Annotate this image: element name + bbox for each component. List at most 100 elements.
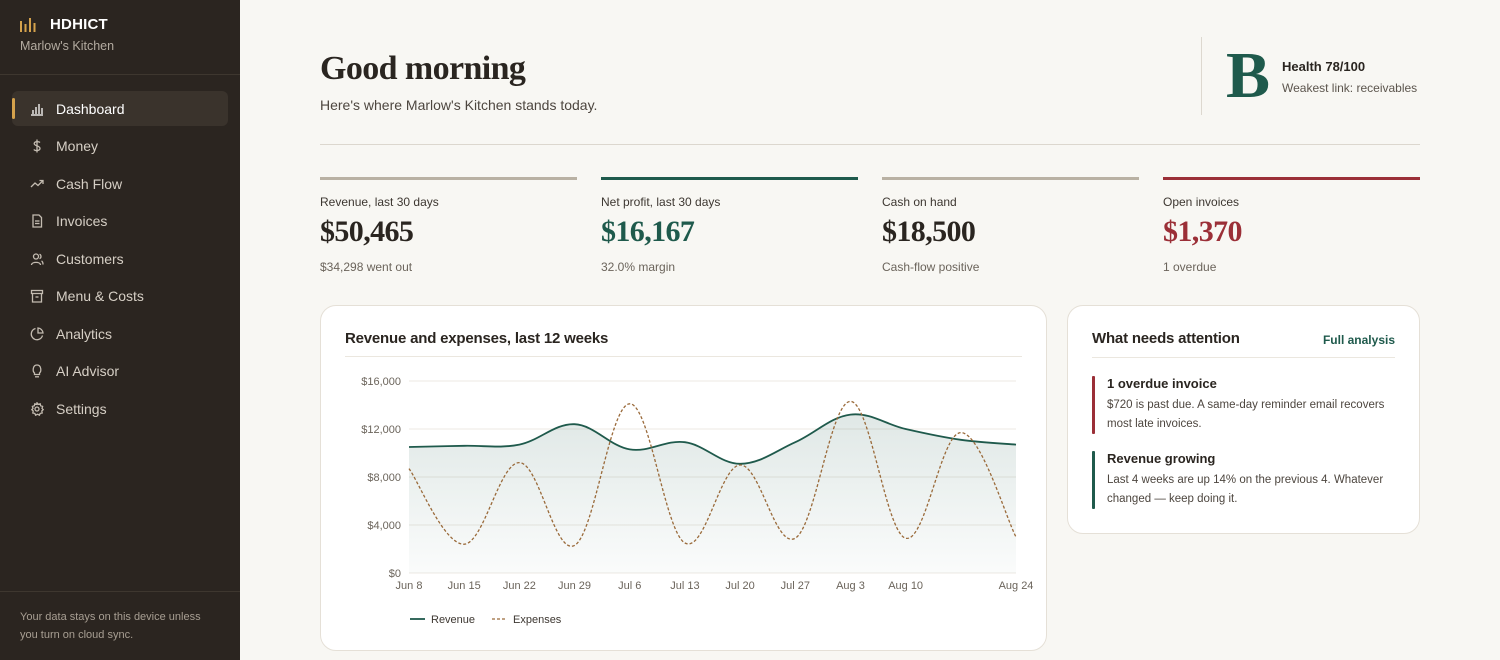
kpi-value: $1,370 bbox=[1163, 215, 1243, 248]
sidebar-item-dashboard[interactable]: Dashboard bbox=[12, 91, 228, 126]
revenue-expenses-card: Revenue and expenses, last 12 weeks $0 $4… bbox=[320, 305, 1047, 651]
y-tick-label: $8,000 bbox=[367, 472, 401, 484]
x-tick-label: Aug 10 bbox=[888, 580, 923, 592]
x-tick-label: Aug 3 bbox=[836, 580, 865, 592]
kpi-accent-bar bbox=[601, 177, 858, 180]
y-tick-label: $4,000 bbox=[367, 520, 401, 532]
kpi-label: Open invoices bbox=[1163, 195, 1240, 209]
kpi-subtext: 1 overdue bbox=[1163, 260, 1217, 274]
sidebar-item-label: Invoices bbox=[56, 213, 108, 229]
kpi-net-profit: Net profit, last 30 days $16,167 32.0% m… bbox=[601, 177, 858, 274]
page-title: Good morning bbox=[320, 50, 526, 87]
business-name: Marlow's Kitchen bbox=[20, 39, 115, 53]
attention-accent-bar bbox=[1092, 376, 1095, 434]
document-icon bbox=[30, 214, 44, 228]
gear-icon bbox=[30, 401, 44, 416]
attention-item-body: Last 4 weeks are up 14% on the previous … bbox=[1107, 474, 1384, 505]
trend-icon bbox=[30, 177, 44, 191]
sidebar-item-settings[interactable]: Settings bbox=[12, 391, 228, 426]
revenue-line bbox=[408, 413, 1017, 465]
chart-title: Revenue and expenses, last 12 weeks bbox=[345, 330, 609, 347]
sidebar-divider bbox=[0, 74, 240, 75]
sidebar-footer-divider bbox=[0, 591, 240, 592]
header-divider bbox=[320, 144, 1420, 145]
attention-item-body: $720 is past due. A same-day reminder em… bbox=[1107, 399, 1385, 430]
card-divider bbox=[345, 356, 1022, 357]
sidebar-item-label: Money bbox=[56, 138, 99, 154]
kpi-value: $18,500 bbox=[882, 215, 976, 248]
sidebar-item-ai-advisor[interactable]: AI Advisor bbox=[12, 354, 228, 389]
attention-card: What needs attention Full analysis 1 ove… bbox=[1067, 305, 1420, 534]
store-icon bbox=[30, 289, 44, 303]
lightbulb-icon bbox=[30, 364, 44, 378]
kpi-revenue: Revenue, last 30 days $50,465 $34,298 we… bbox=[320, 177, 577, 274]
kpi-value: $16,167 bbox=[601, 215, 695, 248]
x-tick-label: Jul 6 bbox=[618, 580, 641, 592]
full-analysis-link[interactable]: Full analysis bbox=[1322, 333, 1395, 347]
sidebar-item-label: AI Advisor bbox=[56, 363, 120, 379]
legend-revenue-label: Revenue bbox=[431, 614, 475, 626]
y-tick-label: $16,000 bbox=[361, 376, 401, 388]
x-tick-label: Jun 15 bbox=[448, 580, 481, 592]
revenue-area bbox=[409, 414, 1016, 573]
kpi-accent-bar bbox=[320, 177, 577, 180]
brand: HDHICT Marlow's Kitchen bbox=[20, 16, 114, 53]
kpi-subtext: 32.0% margin bbox=[601, 260, 676, 274]
sidebar-item-cash-flow[interactable]: Cash Flow bbox=[12, 166, 228, 201]
sidebar-nav: Dashboard Money Cash Flow Invoices Custo… bbox=[12, 91, 228, 429]
revenue-expenses-chart: $0 $4,000 $8,000 $12,000 $16,000 Jun 8 Jun 15 J… bbox=[361, 376, 1034, 626]
attention-item-title: Revenue growing bbox=[1107, 451, 1216, 466]
bar-chart-icon bbox=[30, 102, 44, 116]
kpi-value: $50,465 bbox=[320, 215, 414, 248]
kpi-accent-bar bbox=[1163, 177, 1420, 180]
brand-name: HDHICT bbox=[50, 16, 108, 33]
privacy-note: Your data stays on this device unless yo… bbox=[20, 611, 201, 641]
card-divider bbox=[1092, 357, 1395, 358]
sidebar-item-customers[interactable]: Customers bbox=[12, 241, 228, 276]
health-weakest-link: Weakest link: receivables bbox=[1282, 81, 1418, 95]
attention-title: What needs attention bbox=[1092, 330, 1240, 347]
sidebar: HDHICT Marlow's Kitchen Dashboard Money … bbox=[0, 0, 240, 660]
users-icon bbox=[30, 252, 44, 266]
logo-bars-icon bbox=[20, 17, 36, 32]
kpi-label: Cash on hand bbox=[882, 195, 957, 209]
health-divider bbox=[1201, 37, 1202, 115]
kpi-accent-bar bbox=[882, 177, 1139, 180]
page-subtitle: Here's where Marlow's Kitchen stands tod… bbox=[320, 97, 598, 113]
x-tick-label: Aug 24 bbox=[999, 580, 1034, 592]
sidebar-item-label: Cash Flow bbox=[56, 175, 123, 192]
x-tick-label: Jul 27 bbox=[781, 580, 810, 592]
health-grade: B bbox=[1226, 39, 1271, 112]
attention-item-overdue[interactable]: 1 overdue invoice $720 is past due. A sa… bbox=[1092, 376, 1397, 434]
sidebar-item-menu-costs[interactable]: Menu & Costs bbox=[12, 279, 228, 314]
sidebar-item-invoices[interactable]: Invoices bbox=[12, 204, 228, 239]
kpi-subtext: $34,298 went out bbox=[320, 260, 413, 274]
sidebar-item-label: Analytics bbox=[56, 325, 113, 342]
sidebar-item-label: Customers bbox=[56, 250, 124, 267]
kpi-label: Net profit, last 30 days bbox=[601, 195, 721, 209]
x-tick-label: Jun 22 bbox=[503, 580, 536, 592]
legend-expenses-label: Expenses bbox=[513, 614, 562, 626]
attention-accent-bar bbox=[1092, 451, 1095, 509]
y-tick-label: $12,000 bbox=[361, 424, 401, 436]
attention-item-title: 1 overdue invoice bbox=[1107, 376, 1217, 391]
kpi-subtext: Cash-flow positive bbox=[882, 260, 980, 274]
x-tick-label: Jun 29 bbox=[558, 580, 591, 592]
x-tick-label: Jul 20 bbox=[725, 580, 754, 592]
sidebar-item-money[interactable]: Money bbox=[12, 129, 228, 164]
kpi-open-invoices: Open invoices $1,370 1 overdue bbox=[1163, 177, 1420, 274]
pie-icon bbox=[30, 326, 44, 341]
attention-item-revenue[interactable]: Revenue growing Last 4 weeks are up 14% … bbox=[1092, 451, 1397, 509]
expenses-line bbox=[408, 400, 1017, 547]
kpi-label: Revenue, last 30 days bbox=[320, 195, 439, 209]
kpi-cash-on-hand: Cash on hand $18,500 Cash-flow positive bbox=[882, 177, 1139, 274]
y-tick-label: $0 bbox=[389, 568, 401, 580]
x-tick-label: Jun 8 bbox=[396, 580, 423, 592]
x-tick-label: Jul 13 bbox=[670, 580, 699, 592]
sidebar-item-analytics[interactable]: Analytics bbox=[12, 316, 228, 351]
sidebar-item-label: Menu & Costs bbox=[56, 288, 144, 304]
sidebar-item-label: Settings bbox=[56, 400, 107, 417]
health-score: Health 78/100 bbox=[1282, 59, 1366, 74]
sidebar-item-label: Dashboard bbox=[56, 100, 125, 117]
dollar-icon bbox=[30, 139, 44, 153]
